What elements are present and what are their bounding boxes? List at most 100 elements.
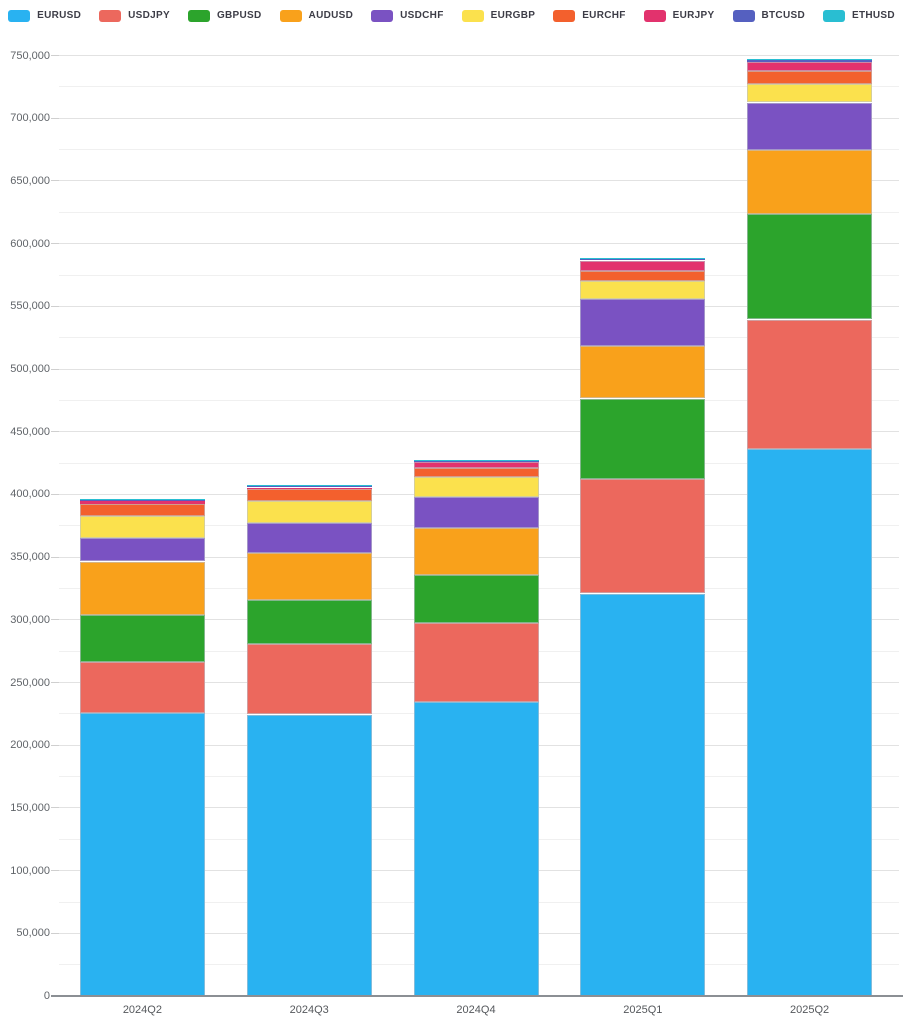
legend-item-eurgbp[interactable]: EURGBP — [461, 10, 536, 22]
bar-segment-2024Q2-eurjpy[interactable] — [79, 501, 205, 505]
bar-segment-2024Q2-audusd[interactable] — [79, 561, 205, 615]
y-tick-mark — [51, 117, 59, 119]
legend-item-eurusd[interactable]: EURUSD — [8, 10, 81, 22]
y-tick-mark — [51, 368, 59, 370]
bar-segment-2024Q4-audusd[interactable] — [413, 528, 539, 576]
bar-segment-2024Q4-eurjpy[interactable] — [413, 462, 539, 468]
bar-segment-2024Q3-eurusd[interactable] — [246, 714, 372, 996]
bar-segment-2024Q4-ethusd[interactable] — [413, 459, 539, 461]
gridline-minor — [59, 337, 899, 339]
y-tick-mark — [51, 807, 59, 809]
bar-segment-2024Q3-usdjpy[interactable] — [246, 644, 372, 715]
gridline-minor — [59, 149, 899, 151]
bar-segment-2025Q1-eurchf[interactable] — [580, 270, 706, 281]
y-tick-label: 700,000 — [10, 112, 50, 125]
bar-segment-2025Q1-usdchf[interactable] — [580, 298, 706, 346]
bar-segment-2024Q2-eurusd[interactable] — [79, 713, 205, 996]
bar-segment-2024Q4-eurgbp[interactable] — [413, 476, 539, 497]
legend-item-eurchf[interactable]: EURCHF — [553, 10, 625, 22]
legend-item-audusd[interactable]: AUDUSD — [279, 10, 354, 22]
bar-segment-2025Q2-eurgbp[interactable] — [747, 84, 873, 103]
bar-segment-2025Q2-gbpusd[interactable] — [747, 214, 873, 320]
bar-segment-2025Q2-usdchf[interactable] — [747, 102, 873, 150]
bar-segment-2025Q2-eurchf[interactable] — [747, 70, 873, 85]
bar-segment-2025Q1-audusd[interactable] — [580, 345, 706, 399]
y-tick-label: 350,000 — [10, 551, 50, 564]
bar-segment-2024Q3-audusd[interactable] — [246, 553, 372, 601]
bar-segment-2024Q3-eurgbp[interactable] — [246, 500, 372, 523]
legend-label: EURCHF — [582, 10, 626, 21]
x-tick-label: 2024Q3 — [289, 1004, 329, 1016]
bar-segment-2024Q2-eurchf[interactable] — [79, 504, 205, 516]
gridline-major — [59, 243, 899, 245]
bar-segment-2025Q1-eurgbp[interactable] — [580, 280, 706, 299]
gridline-minor — [59, 274, 899, 276]
y-tick-mark — [51, 180, 59, 182]
bar-segment-2024Q4-usdchf[interactable] — [413, 496, 539, 529]
bar-segment-2024Q4-eurusd[interactable] — [413, 701, 539, 996]
bar-segment-2025Q1-ethusd[interactable] — [580, 258, 706, 259]
legend-label: USDJPY — [128, 10, 170, 21]
legend-item-ethusd[interactable]: ETHUSD — [822, 10, 895, 22]
bar-segment-2025Q1-eurjpy[interactable] — [580, 260, 706, 271]
bar-segment-2024Q2-usdjpy[interactable] — [79, 661, 205, 714]
legend-item-gbpusd[interactable]: GBPUSD — [187, 10, 262, 22]
y-tick-mark — [51, 619, 59, 621]
legend-item-btcusd[interactable]: BTCUSD — [732, 10, 805, 22]
legend-label: BTCUSD — [761, 10, 805, 21]
y-tick-label: 100,000 — [10, 864, 50, 877]
legend-swatch-icon — [279, 10, 302, 22]
bar-segment-2024Q3-eurjpy[interactable] — [246, 487, 372, 490]
bar-segment-2024Q4-eurchf[interactable] — [413, 468, 539, 477]
bar-segment-2025Q2-audusd[interactable] — [747, 149, 873, 215]
gridline-minor — [59, 211, 899, 213]
legend-item-eurjpy[interactable]: EURJPY — [643, 10, 715, 22]
gridline-minor — [59, 399, 899, 401]
legend-swatch-icon — [8, 10, 31, 22]
bar-segment-2025Q1-gbpusd[interactable] — [580, 398, 706, 480]
legend-swatch-icon — [553, 10, 576, 22]
bar-segment-2024Q3-btcusd[interactable] — [246, 485, 372, 488]
y-tick-mark — [51, 493, 59, 495]
y-tick-label: 300,000 — [10, 613, 50, 626]
gridline-major — [59, 180, 899, 182]
bar-segment-2024Q3-gbpusd[interactable] — [246, 600, 372, 645]
bar-segment-2024Q2-usdchf[interactable] — [79, 537, 205, 562]
bar-segment-2024Q3-usdchf[interactable] — [246, 522, 372, 554]
gridline-major — [59, 305, 899, 307]
bar-segment-2024Q3-eurchf[interactable] — [246, 489, 372, 501]
bar-segment-2025Q1-usdjpy[interactable] — [580, 479, 706, 594]
bar-segment-2024Q2-gbpusd[interactable] — [79, 614, 205, 662]
y-tick-mark — [51, 682, 59, 683]
bar-segment-2025Q2-ethusd[interactable] — [747, 59, 873, 60]
legend-label: EURJPY — [672, 10, 715, 21]
legend-swatch-icon — [732, 10, 755, 22]
bar-segment-2024Q2-ethusd[interactable] — [79, 499, 205, 500]
bar-segment-2024Q4-gbpusd[interactable] — [413, 575, 539, 623]
bar-segment-2025Q2-btcusd[interactable] — [747, 59, 873, 63]
bar-segment-2024Q4-btcusd[interactable] — [413, 460, 539, 463]
x-tick-label: 2024Q4 — [456, 1004, 496, 1016]
x-tick-label: 2025Q1 — [623, 1004, 663, 1016]
y-tick-label: 400,000 — [10, 488, 50, 501]
bar-segment-2025Q1-btcusd[interactable] — [580, 258, 706, 261]
legend-swatch-icon — [99, 10, 122, 22]
y-tick-label: 600,000 — [10, 237, 50, 250]
bar-segment-2024Q2-eurgbp[interactable] — [79, 515, 205, 538]
chart-legend: EURUSD USDJPY GBPUSD AUDUSD USDCHF EURGBP EURC… — [0, 7, 903, 25]
bar-segment-2025Q2-eurjpy[interactable] — [747, 62, 873, 71]
bar-segment-2024Q3-ethusd[interactable] — [246, 485, 372, 486]
bar-segment-2024Q4-usdjpy[interactable] — [413, 622, 539, 702]
bar-segment-2025Q2-usdjpy[interactable] — [747, 319, 873, 450]
bar-segment-2025Q2-eurusd[interactable] — [747, 449, 873, 996]
legend-label: USDCHF — [400, 10, 444, 21]
y-tick-label: 500,000 — [10, 363, 50, 375]
legend-swatch-icon — [643, 10, 666, 22]
bar-segment-2024Q2-btcusd[interactable] — [79, 500, 205, 502]
legend-item-usdjpy[interactable]: USDJPY — [99, 10, 170, 22]
y-tick-mark — [51, 243, 59, 245]
y-tick-label: 50,000 — [16, 927, 50, 940]
legend-item-usdchf[interactable]: USDCHF — [371, 10, 443, 22]
bar-segment-2025Q1-eurusd[interactable] — [580, 593, 706, 996]
legend-swatch-icon — [187, 10, 210, 22]
